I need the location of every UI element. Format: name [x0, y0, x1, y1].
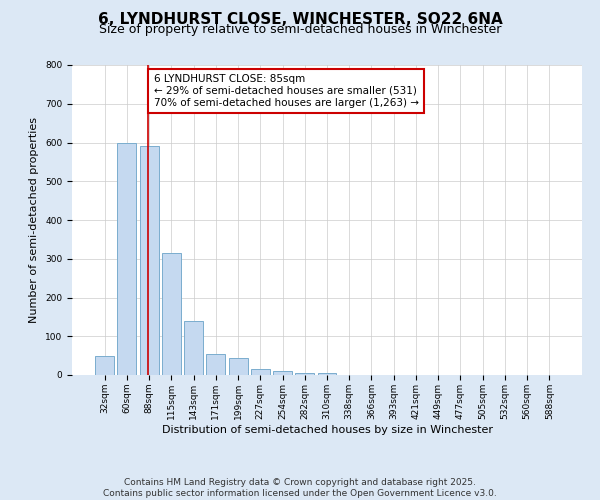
- Text: Size of property relative to semi-detached houses in Winchester: Size of property relative to semi-detach…: [99, 22, 501, 36]
- Bar: [184, 321, 203, 375]
- Bar: [229, 358, 248, 375]
- Bar: [251, 369, 270, 375]
- Text: 6, LYNDHURST CLOSE, WINCHESTER, SO22 6NA: 6, LYNDHURST CLOSE, WINCHESTER, SO22 6NA: [98, 12, 502, 28]
- Bar: [317, 373, 337, 375]
- Bar: [162, 253, 181, 375]
- Bar: [295, 373, 314, 375]
- X-axis label: Distribution of semi-detached houses by size in Winchester: Distribution of semi-detached houses by …: [161, 424, 493, 434]
- Text: Contains HM Land Registry data © Crown copyright and database right 2025.
Contai: Contains HM Land Registry data © Crown c…: [103, 478, 497, 498]
- Y-axis label: Number of semi-detached properties: Number of semi-detached properties: [29, 117, 40, 323]
- Bar: [95, 356, 114, 375]
- Bar: [118, 142, 136, 375]
- Text: 6 LYNDHURST CLOSE: 85sqm
← 29% of semi-detached houses are smaller (531)
70% of : 6 LYNDHURST CLOSE: 85sqm ← 29% of semi-d…: [154, 74, 419, 108]
- Bar: [206, 354, 225, 375]
- Bar: [273, 371, 292, 375]
- Bar: [140, 146, 158, 375]
